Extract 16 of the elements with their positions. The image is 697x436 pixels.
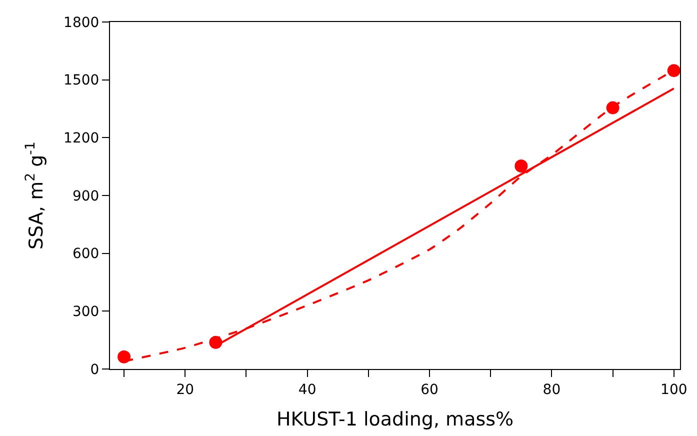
y-tick-label: 1800 — [64, 14, 100, 31]
point — [667, 64, 680, 78]
y-tick-label: 300 — [72, 304, 100, 320]
x-axis-title: HKUST-1 loading, mass% — [276, 408, 514, 431]
y-tick-label: 1200 — [64, 130, 100, 147]
y-tick-label: 1500 — [64, 72, 100, 89]
x-tick-label: 80 — [542, 382, 561, 398]
x-tick-label: 100 — [660, 382, 688, 398]
y-tick-label: 0 — [90, 362, 100, 378]
x-tick-label: 20 — [176, 382, 194, 398]
x-tick-label: 60 — [420, 382, 438, 398]
point — [514, 160, 528, 173]
x-tick-label: 40 — [298, 382, 316, 398]
y-tick-label: 900 — [72, 188, 100, 204]
point — [118, 350, 131, 364]
y-tick-label: 600 — [72, 246, 100, 262]
